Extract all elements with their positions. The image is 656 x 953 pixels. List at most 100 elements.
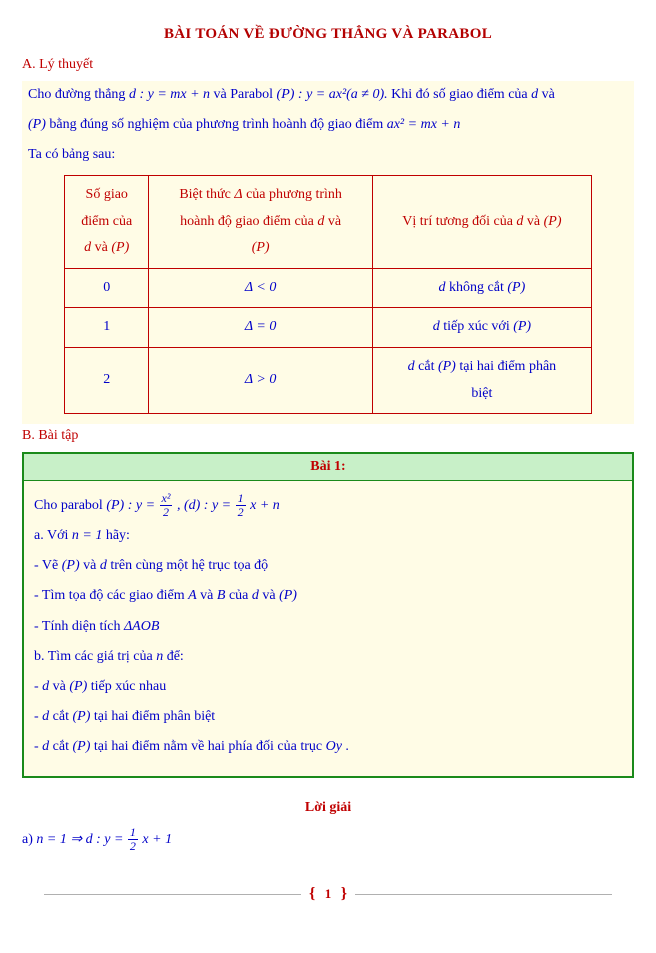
math: n = 1 bbox=[72, 528, 102, 543]
text: - Tính diện tích bbox=[34, 619, 124, 634]
math: Δ = 0 bbox=[245, 319, 276, 334]
relation-table: Số giao điểm của d và (P) Biệt thức Δ củ… bbox=[64, 175, 592, 414]
text: cắt bbox=[53, 709, 73, 724]
theory-line-1: Cho đường thẳng d : y = mx + n và Parabo… bbox=[28, 81, 628, 109]
exercise-line: - d cắt (P) tại hai điểm phân biệt bbox=[34, 702, 622, 732]
sym-p: (P) bbox=[73, 709, 91, 724]
solution-line: a) n = 1 ⇒ d : y = 1 2 x + 1 bbox=[22, 826, 634, 854]
exercise-line: - Tìm tọa độ các giao điểm A và B của d … bbox=[34, 581, 622, 611]
text: và bbox=[200, 588, 217, 603]
sym-p: (P) bbox=[507, 280, 525, 295]
text: và bbox=[95, 240, 112, 255]
math-inter: ax² = mx + n bbox=[387, 117, 461, 132]
sym-d: d bbox=[84, 240, 91, 255]
math: , (d) : y = bbox=[177, 498, 235, 513]
frac-den: 2 bbox=[160, 506, 173, 519]
sym-d: d bbox=[516, 214, 523, 229]
sym-p: (P) bbox=[69, 679, 87, 694]
text: của bbox=[229, 588, 252, 603]
exercise-line: a. Với n = 1 hãy: bbox=[34, 521, 622, 551]
col1-header: Số giao điểm của d và (P) bbox=[65, 176, 149, 269]
text: điểm của bbox=[81, 214, 132, 229]
text: cắt bbox=[418, 359, 438, 374]
text: và bbox=[83, 558, 100, 573]
exercise-body: Cho parabol (P) : y = x² 2 , (d) : y = 1… bbox=[24, 481, 632, 776]
frac-num: 1 bbox=[128, 826, 138, 840]
text: . bbox=[345, 739, 349, 754]
math: n = 1 ⇒ d : y = bbox=[36, 832, 127, 847]
sym-oy: Oy bbox=[326, 739, 342, 754]
solution-heading: Lời giải bbox=[22, 800, 634, 816]
text: - Tìm tọa độ các giao điểm bbox=[34, 588, 188, 603]
sym-p: (P) bbox=[252, 240, 270, 255]
theory-box: Cho đường thẳng d : y = mx + n và Parabo… bbox=[22, 81, 634, 424]
exercise-line: - d cắt (P) tại hai điểm nằm về hai phía… bbox=[34, 732, 622, 762]
page-number-wrap: { 1 } bbox=[301, 885, 355, 903]
text: Cho đường thẳng bbox=[28, 87, 129, 102]
fraction-icon: x² 2 bbox=[160, 492, 173, 519]
theory-line-2: (P) bằng đúng số nghiệm của phương trình… bbox=[28, 111, 628, 139]
page-number: 1 bbox=[325, 886, 332, 901]
theory-line-3: Ta có bảng sau: bbox=[28, 141, 628, 169]
text: hãy: bbox=[106, 528, 130, 543]
text: và bbox=[542, 87, 555, 102]
sym-aob: ΔAOB bbox=[124, 619, 159, 634]
sym-d: d bbox=[531, 87, 538, 102]
text: tiếp xúc với bbox=[443, 319, 513, 334]
sym-A: A bbox=[188, 588, 197, 603]
math: x + 1 bbox=[142, 832, 172, 847]
exercise-line: Cho parabol (P) : y = x² 2 , (d) : y = 1… bbox=[34, 491, 622, 521]
text: biệt bbox=[471, 386, 492, 401]
text: Số giao bbox=[86, 187, 128, 202]
sym-p: (P) bbox=[544, 214, 562, 229]
sym-p: (P) bbox=[62, 558, 80, 573]
text: của phương trình bbox=[246, 187, 342, 202]
sym-d: d bbox=[408, 359, 415, 374]
math: Δ < 0 bbox=[245, 280, 276, 295]
frac-num: x² bbox=[160, 492, 173, 506]
cell-delta: Δ < 0 bbox=[149, 268, 372, 308]
section-a-heading: A. Lý thuyết bbox=[22, 57, 634, 73]
text: Cho parabol bbox=[34, 498, 103, 513]
text: và Parabol bbox=[214, 87, 277, 102]
page-root: BÀI TOÁN VỀ ĐƯỜNG THẲNG VÀ PARABOL A. Lý… bbox=[0, 0, 656, 953]
text: Biệt thức bbox=[179, 187, 234, 202]
page-footer: { 1 } bbox=[22, 894, 634, 913]
exercise-line: - Vẽ (P) và d trên cùng một hệ trục tọa … bbox=[34, 551, 622, 581]
frac-num: 1 bbox=[236, 492, 246, 506]
sym-d: d bbox=[100, 558, 107, 573]
text: bằng đúng số nghiệm của phương trình hoà… bbox=[49, 117, 386, 132]
text: Khi đó số giao điểm của bbox=[391, 87, 531, 102]
sym-B: B bbox=[217, 588, 226, 603]
sym-p: (P) bbox=[438, 359, 456, 374]
text: tại hai điểm phân bbox=[459, 359, 556, 374]
text: - Vẽ bbox=[34, 558, 62, 573]
math-d: d : y = mx + n bbox=[129, 87, 210, 102]
text: trên cùng một hệ trục tọa độ bbox=[110, 558, 268, 573]
sym-p: (P) bbox=[28, 117, 46, 132]
text: và bbox=[527, 214, 544, 229]
text: - bbox=[34, 679, 42, 694]
text: cắt bbox=[53, 739, 73, 754]
sym-d: d bbox=[42, 739, 49, 754]
sym-d: d bbox=[439, 280, 446, 295]
cell-count: 0 bbox=[65, 268, 149, 308]
sym-d: d bbox=[42, 679, 49, 694]
table-row: 1 Δ = 0 d tiếp xúc với (P) bbox=[65, 308, 592, 348]
sym-d: d bbox=[252, 588, 259, 603]
section-b-heading: B. Bài tập bbox=[22, 428, 634, 444]
text: - bbox=[34, 709, 42, 724]
fraction-icon: 1 2 bbox=[236, 492, 246, 519]
cell-count: 1 bbox=[65, 308, 149, 348]
cell-pos: d cắt (P) tại hai điểm phân biệt bbox=[372, 347, 591, 413]
sym-p: (P) bbox=[513, 319, 531, 334]
cell-pos: d tiếp xúc với (P) bbox=[372, 308, 591, 348]
text: tiếp xúc nhau bbox=[91, 679, 166, 694]
col2-header: Biệt thức Δ của phương trình hoành độ gi… bbox=[149, 176, 372, 269]
text: tại hai điểm phân biệt bbox=[94, 709, 215, 724]
text: tại hai điểm nằm về hai phía đối của trụ… bbox=[94, 739, 326, 754]
math-p: (P) : y = ax²(a ≠ 0). bbox=[277, 87, 388, 102]
sym-d: d bbox=[317, 214, 324, 229]
frac-den: 2 bbox=[236, 506, 246, 519]
fraction-icon: 1 2 bbox=[128, 826, 138, 853]
